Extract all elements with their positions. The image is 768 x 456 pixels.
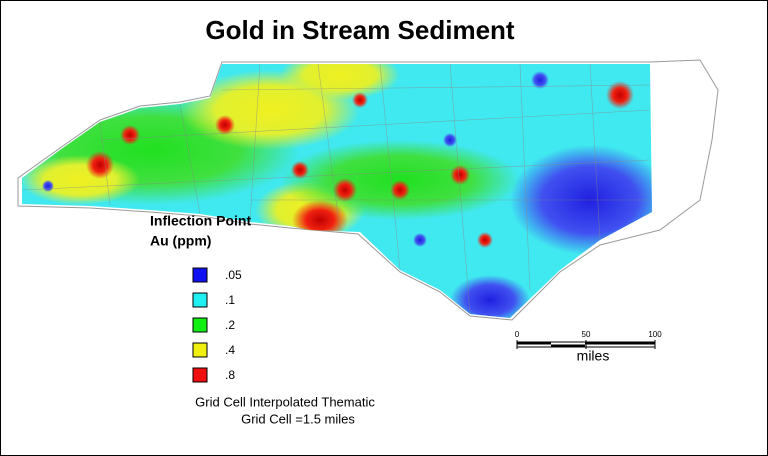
scale-label: 0 bbox=[515, 330, 520, 339]
scale-bar: 0 50 100 bbox=[515, 330, 662, 349]
legend-label: .1 bbox=[225, 293, 235, 307]
legend-swatch bbox=[192, 267, 208, 283]
scale-label: 50 bbox=[582, 330, 591, 339]
legend-label: .8 bbox=[225, 368, 235, 382]
legend-label: .4 bbox=[225, 343, 235, 357]
legend-title: Au (ppm) bbox=[150, 233, 211, 249]
legend-swatch bbox=[192, 342, 208, 358]
legend-label: .05 bbox=[225, 268, 242, 282]
legend-swatch bbox=[192, 292, 208, 308]
legend-swatch bbox=[192, 367, 208, 383]
legend: .05 .1 .2 .4 .8 bbox=[192, 267, 242, 383]
legend-label: .2 bbox=[225, 318, 235, 332]
caption: Grid Cell =1.5 miles bbox=[241, 411, 355, 426]
scale-unit: miles bbox=[577, 348, 610, 364]
legend-title: Inflection Point bbox=[150, 213, 251, 229]
map-title: Gold in Stream Sediment bbox=[205, 15, 515, 45]
legend-swatch bbox=[192, 317, 208, 333]
scale-label: 100 bbox=[648, 330, 662, 339]
caption: Grid Cell Interpolated Thematic bbox=[195, 394, 375, 409]
